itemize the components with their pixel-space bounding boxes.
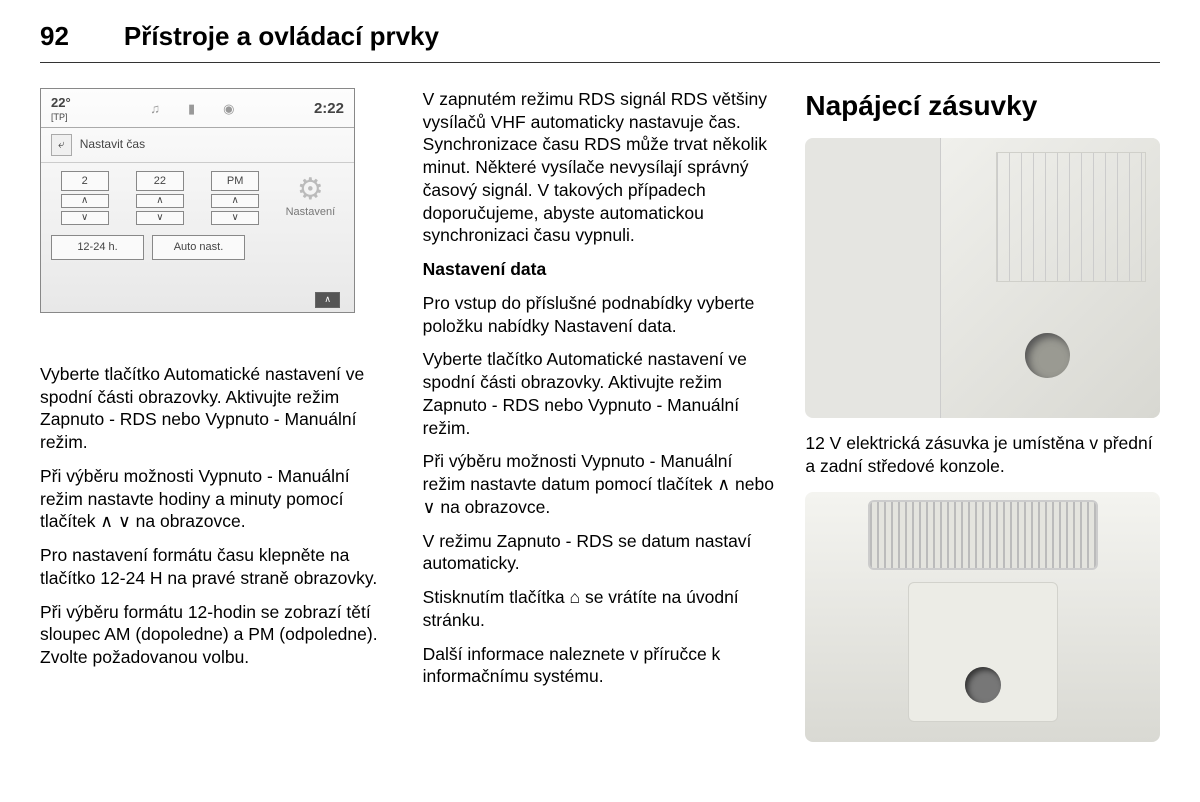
btn-auto: Auto nast. [152, 235, 245, 259]
footer-up-icon: ∧ [315, 292, 340, 308]
col1-p2: Při výběru možnosti Vypnuto - Manuální r… [40, 465, 395, 533]
scr-tp: [TP] [51, 112, 71, 124]
dot-icon: ◉ [223, 101, 234, 118]
col2-p3: Vyberte tlačítko Automatické nastavení v… [423, 348, 778, 439]
col2-p2: Pro vstup do příslušné podnabídky vybert… [423, 292, 778, 338]
hour-up-icon: ∧ [61, 194, 109, 208]
hour-box: 2 [61, 171, 109, 191]
btn-1224: 12-24 h. [51, 235, 144, 259]
column-2: V zapnutém režimu RDS signál RDS většiny… [423, 88, 778, 742]
ampm-box: PM [211, 171, 259, 191]
page-title: Přístroje a ovládací prvky [124, 20, 439, 54]
min-down-icon: ∨ [136, 211, 184, 225]
col1-p1: Vyberte tlačítko Automatické nastavení v… [40, 363, 395, 454]
page-number: 92 [40, 20, 69, 54]
column-3: Napájecí zásuvky 12 V elektrická zásuvka… [805, 88, 1160, 742]
back-icon: ⤶ [51, 134, 72, 156]
col2-p6: Stisknutím tlačítka ⌂ se vrátíte na úvod… [423, 586, 778, 632]
scr-time: 2:22 [314, 99, 344, 119]
col1-p3: Pro nastavení formátu času klepněte na t… [40, 544, 395, 590]
col2-p4: Při výběru možnosti Vypnuto - Manuální r… [423, 450, 778, 518]
col2-h1: Nastavení data [423, 258, 778, 281]
music-icon: ♫ [150, 101, 160, 118]
page-header: 92 Přístroje a ovládací prvky [40, 20, 1160, 63]
ampm-down-icon: ∨ [211, 211, 259, 225]
scr-title: Nastavit čas [80, 137, 145, 153]
min-up-icon: ∧ [136, 194, 184, 208]
infotainment-screenshot: 22° [TP] ♫ ▮ ◉ 2:22 ⤶ Nastavit čas 2 ∧ ∨ [40, 88, 355, 313]
col2-p5: V režimu Zapnuto - RDS se datum nastaví … [423, 530, 778, 576]
ampm-up-icon: ∧ [211, 194, 259, 208]
scr-temp: 22° [51, 95, 71, 112]
photo-front-outlet [805, 138, 1160, 418]
phone-icon: ▮ [188, 101, 195, 118]
col3-p1: 12 V elektrická zásuvka je umístěna v př… [805, 432, 1160, 478]
hour-down-icon: ∨ [61, 211, 109, 225]
gear-icon: ⚙ [277, 175, 344, 205]
col1-p4: Při výběru formátu 12-hodin se zobrazí t… [40, 601, 395, 669]
column-1: 22° [TP] ♫ ▮ ◉ 2:22 ⤶ Nastavit čas 2 ∧ ∨ [40, 88, 395, 742]
col2-p7: Další informace naleznete v příručce k i… [423, 643, 778, 689]
minute-box: 22 [136, 171, 184, 191]
col2-p1: V zapnutém režimu RDS signál RDS většiny… [423, 88, 778, 247]
content-columns: 22° [TP] ♫ ▮ ◉ 2:22 ⤶ Nastavit čas 2 ∧ ∨ [40, 88, 1160, 742]
col3-heading: Napájecí zásuvky [805, 88, 1160, 124]
settings-label: Nastavení [277, 205, 344, 219]
photo-rear-outlet [805, 492, 1160, 742]
